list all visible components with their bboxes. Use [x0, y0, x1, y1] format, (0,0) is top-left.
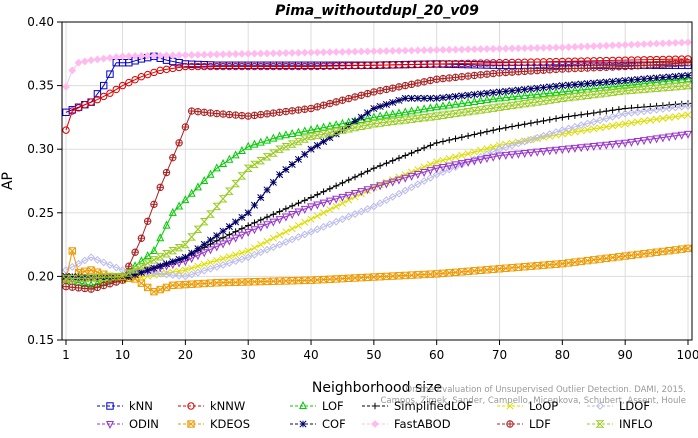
x-tick-label: 20 [178, 348, 193, 362]
x-tick-label: 10 [115, 348, 130, 362]
series-simplifiedlof [62, 100, 692, 283]
series-markers [61, 81, 693, 283]
series-line [65, 78, 689, 286]
legend-label: kNN [129, 399, 153, 413]
x-tick-label: 1 [62, 348, 70, 362]
legend-entry-knnw: kNNW [178, 399, 245, 413]
y-tick-label: 0.20 [27, 269, 54, 283]
plot-frame [61, 21, 693, 341]
legend-label: ODIN [129, 417, 159, 431]
x-tick-label: 80 [555, 348, 570, 362]
legend-entry-ldof: LDOF [587, 399, 650, 413]
series-markers [61, 74, 693, 289]
x-tick-label: 40 [303, 348, 318, 362]
watermark-line-2: On the Evaluation of Unsupervised Outlie… [405, 385, 686, 395]
legend: kNN kNNW LOF SimplifiedLOF LoOP LDOF ODIN KDEOS… [97, 399, 653, 431]
x-tick-label: 70 [492, 348, 507, 362]
series-markers [62, 55, 692, 134]
series-markers [62, 71, 692, 283]
x-tick-label: 90 [618, 348, 633, 362]
legend-entry-fastabod: FastABOD [362, 417, 451, 431]
legend-label: INFLO [619, 417, 653, 431]
legend-label: KDEOS [210, 417, 250, 431]
legend-entry-inflo: INFLO [587, 417, 653, 431]
x-tick-label: 60 [429, 348, 444, 362]
legend-entry-simplifiedlof: SimplifiedLOF [362, 399, 473, 413]
x-tick-label: 50 [366, 348, 381, 362]
series-lines [61, 38, 693, 296]
series-line [65, 62, 689, 290]
legend-label: FastABOD [394, 417, 451, 431]
watermark: On the Evaluation of Unsupervised Outlie… [380, 385, 686, 406]
y-tick-label: 0.15 [27, 333, 54, 347]
legend-entry-kdeos: KDEOS [178, 417, 250, 431]
series-knnw [62, 55, 692, 134]
legend-label: SimplifiedLOF [394, 399, 473, 413]
series-markers [62, 100, 692, 283]
series-markers [62, 38, 692, 91]
series-markers [62, 244, 692, 296]
chart-title: Pima_withoutdupl_20_v09 [275, 3, 479, 19]
legend-entry-odin: ODIN [97, 417, 159, 431]
y-tick-label: 0.30 [27, 142, 54, 156]
legend-entry-lof: LOF [290, 399, 344, 413]
series-inflo [61, 81, 693, 283]
x-axis-label: Neighborhood size [312, 380, 442, 396]
series-markers [62, 59, 692, 293]
legend-label: COF [322, 417, 346, 431]
x-tick-label: 30 [241, 348, 256, 362]
watermark-line-1: Campos, Zimek, Sander, Campello, Micenko… [380, 396, 686, 406]
legend-entry-loop: LoOP [497, 399, 558, 413]
series-line [65, 133, 689, 280]
legend-entry-cof: COF [290, 417, 346, 431]
series-fastabod [62, 38, 692, 91]
y-tick-label: 0.40 [27, 15, 54, 29]
legend-label: LOF [322, 399, 344, 413]
legend-label: LDF [529, 417, 551, 431]
axes: 0.15 0.20 0.25 0.30 0.35 0.40 1 10 20 30 40 50 60 70 8… [27, 15, 698, 362]
series-ldf [62, 59, 692, 293]
series-line [65, 85, 689, 280]
legend-entry-ldf: LDF [497, 417, 551, 431]
y-tick-label: 0.25 [27, 206, 54, 220]
series-lof [61, 74, 693, 289]
series-kdeos [62, 244, 692, 296]
y-tick-label: 0.35 [27, 79, 54, 93]
legend-label: LoOP [529, 399, 558, 413]
x-tick-label: 100 [677, 348, 698, 362]
legend-label: kNNW [210, 399, 245, 413]
legend-label: LDOF [619, 399, 650, 413]
series-cof [62, 71, 692, 283]
y-axis-label: AP [0, 172, 16, 190]
legend-entry-knn: kNN [97, 399, 153, 413]
